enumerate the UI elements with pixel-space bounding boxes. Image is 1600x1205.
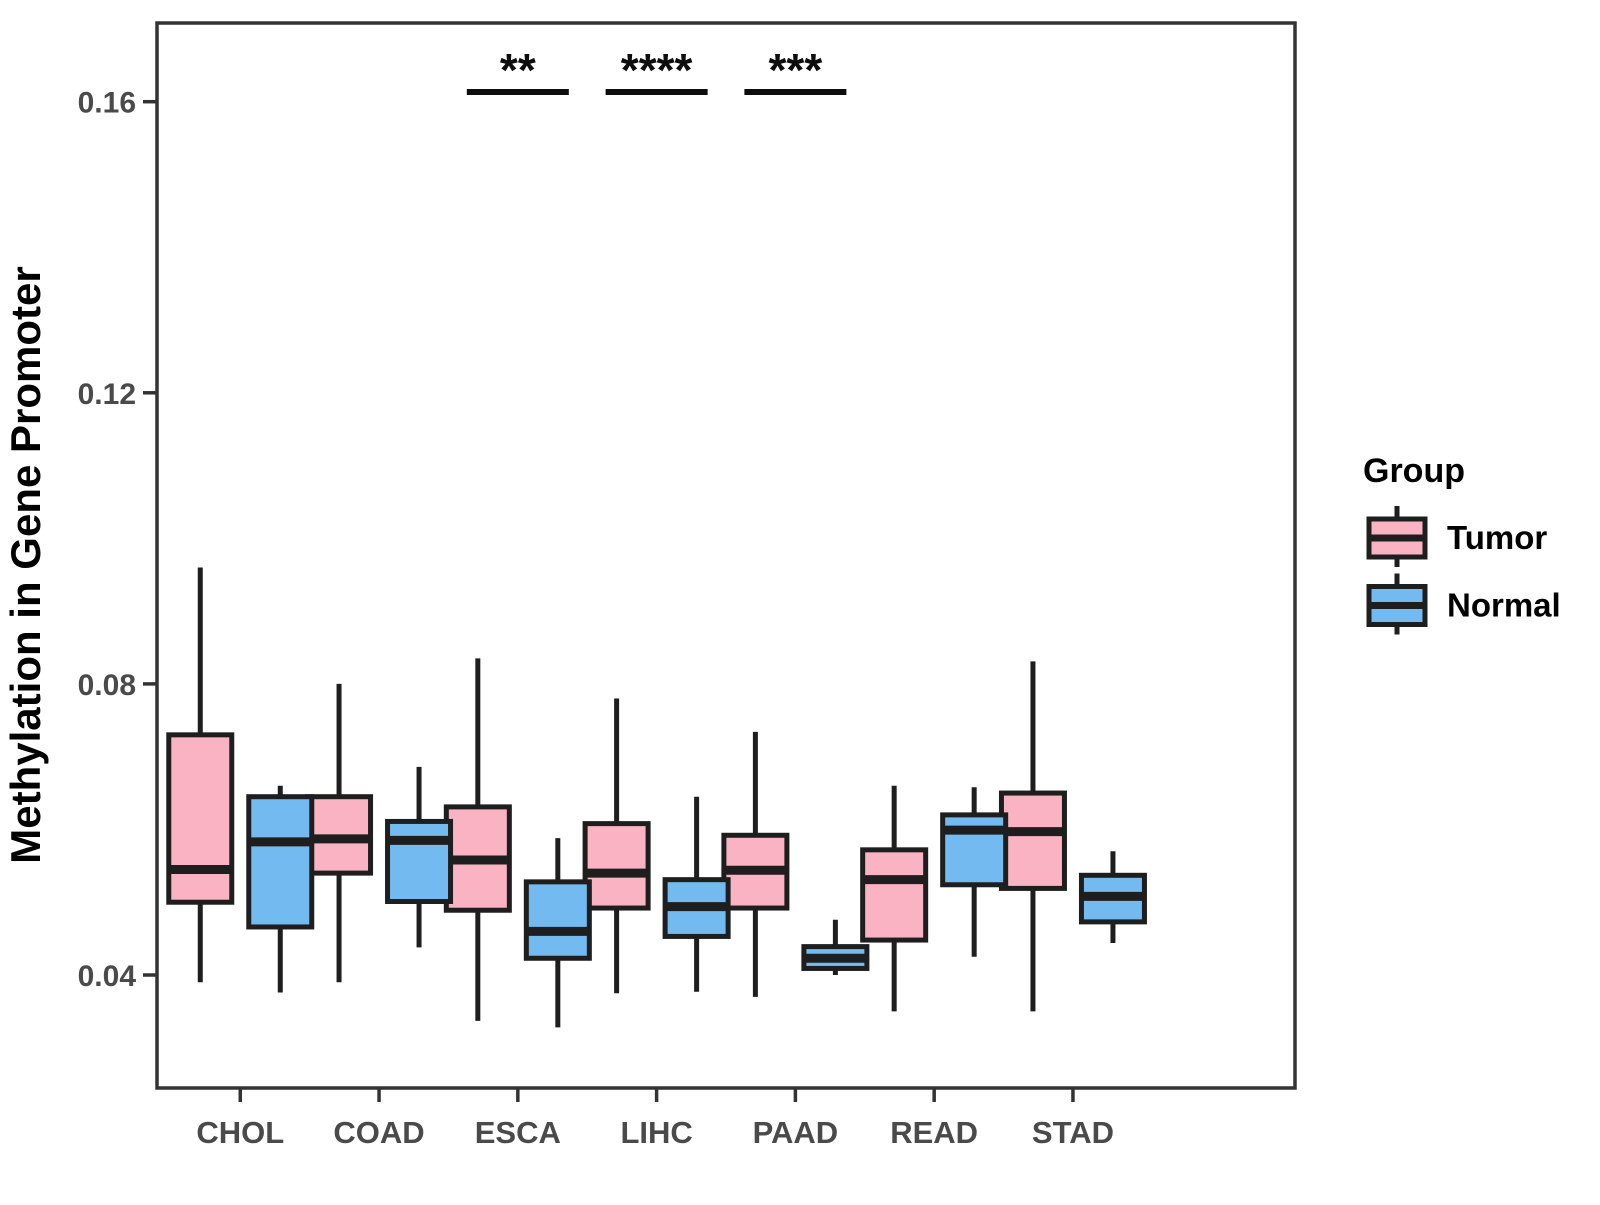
legend-key-normal: Normal	[1366, 573, 1561, 635]
legend-label-normal: Normal	[1447, 587, 1561, 624]
y-axis-title: Methylation in Gene Promoter	[2, 266, 49, 863]
legend-keys: Tumor Normal	[1366, 506, 1561, 635]
significance-stars-esca: **	[500, 44, 536, 96]
x-tick-label: LIHC	[620, 1115, 692, 1150]
box-esca-normal	[523, 879, 592, 961]
significance-stars-lihc: ****	[621, 44, 693, 96]
x-tick-label: READ	[890, 1115, 978, 1150]
box-read-normal	[940, 812, 1009, 888]
y-tick-label: 0.04	[78, 960, 137, 993]
panel-border	[155, 21, 1297, 1090]
plot-panel: 0.04 0.08 0.12 0.16 CHOL COAD ESCA LIHC PAAD READ…	[78, 21, 1297, 1150]
box-lihc-tumor	[582, 821, 651, 911]
box-coad-normal	[385, 818, 454, 904]
y-tick-label: 0.12	[78, 378, 136, 411]
legend-label-tumor: Tumor	[1447, 519, 1547, 556]
x-tick-label: ESCA	[475, 1115, 561, 1150]
legend-key-tumor: Tumor	[1366, 506, 1547, 567]
y-tick-label: 0.16	[78, 87, 136, 120]
x-tick-label: COAD	[333, 1115, 424, 1150]
box-chol-tumor	[166, 732, 235, 905]
legend-title: Group	[1363, 452, 1465, 490]
x-tick-label: CHOL	[196, 1115, 284, 1150]
box-read-tumor	[860, 847, 929, 943]
y-tick-label: 0.08	[78, 669, 136, 702]
box-stad-tumor	[998, 790, 1067, 891]
legend: Group Tumor Normal	[1363, 452, 1561, 635]
x-tick-label: STAD	[1032, 1115, 1114, 1150]
x-tick-label: PAAD	[753, 1115, 839, 1150]
box-chol-normal	[246, 794, 315, 930]
significance-stars-paad: ***	[769, 44, 823, 96]
